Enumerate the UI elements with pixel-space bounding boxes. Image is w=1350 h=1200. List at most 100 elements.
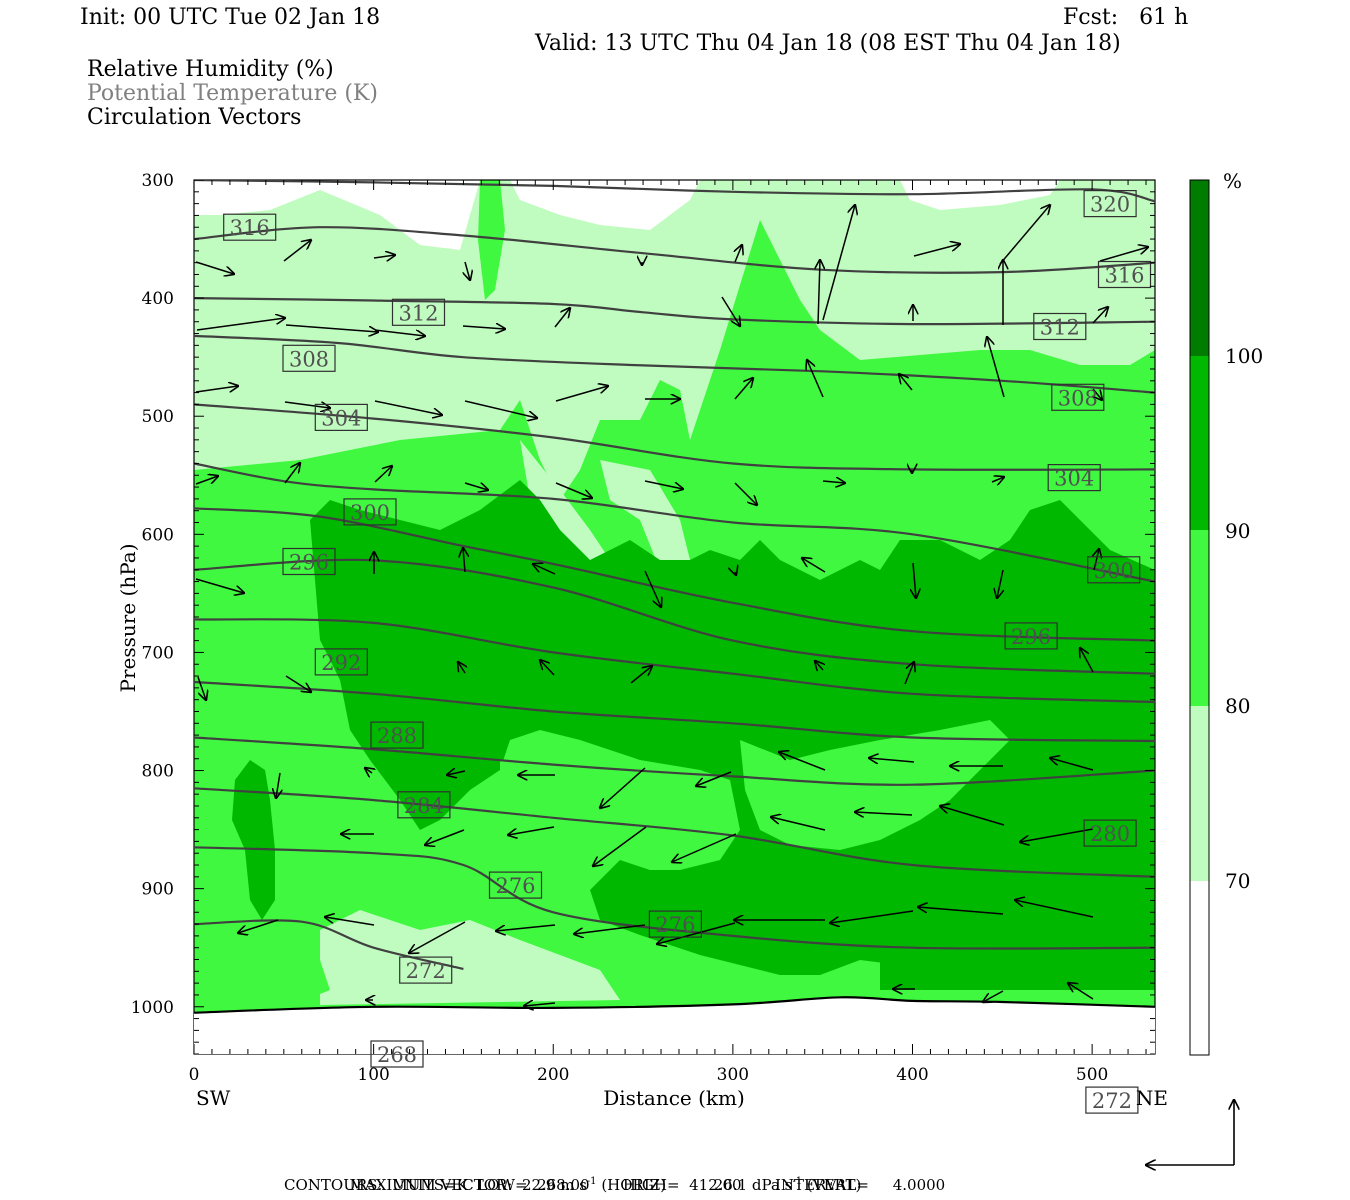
svg-text:312: 312 <box>1040 316 1080 340</box>
svg-text:284: 284 <box>404 794 444 818</box>
vert-unit: (VERT) <box>806 1176 862 1194</box>
circulation-vector <box>1068 983 1094 1000</box>
y-tick-label: 300 <box>142 171 174 191</box>
init-time: Init: 00 UTC Tue 02 Jan 18 <box>80 5 381 30</box>
circulation-vector <box>554 308 570 328</box>
circulation-vector <box>276 772 280 798</box>
circulation-vector <box>285 324 378 332</box>
theta-label-272: 272 <box>1085 1086 1139 1114</box>
circulation-vector <box>822 205 855 321</box>
theta-contour-272 <box>194 846 1155 950</box>
theta-label-308: 308 <box>282 344 336 372</box>
x-right-label: NE <box>1136 1086 1168 1110</box>
circulation-vector <box>987 337 1005 398</box>
circulation-vector <box>533 564 556 575</box>
circulation-vector <box>1050 758 1094 771</box>
circulation-vector <box>991 477 1004 482</box>
svg-text:276: 276 <box>495 874 535 898</box>
circulation-vector <box>508 826 555 835</box>
circulation-vector <box>815 661 823 670</box>
circulation-vector <box>373 255 395 258</box>
y-tick-label: 400 <box>142 289 174 309</box>
y-tick-label: 900 <box>142 880 174 900</box>
circulation-vector <box>462 326 505 329</box>
circulation-vector <box>325 917 375 926</box>
x-tick-label: 300 <box>717 1065 749 1085</box>
circulation-vector <box>409 921 466 953</box>
legend-rh-title: Relative Humidity (%) <box>87 57 334 82</box>
colorbar-70-80 <box>1190 706 1209 881</box>
circulation-vector <box>999 205 1050 265</box>
circulation-vector <box>1093 388 1102 400</box>
y-tick-label: 800 <box>142 762 174 782</box>
theta-label-300: 300 <box>343 498 397 526</box>
vert-value: 26.1 dPa s <box>713 1176 793 1194</box>
circulation-vector <box>830 910 914 923</box>
legend-vectors-title: Circulation Vectors <box>87 105 302 130</box>
circulation-vector <box>238 919 279 933</box>
legend-theta-title: Potential Temperature (K) <box>87 81 378 106</box>
theta-contour-276 <box>194 787 1155 878</box>
rh-90-lower-right <box>880 830 1155 990</box>
circulation-vectors <box>195 205 1148 1006</box>
theta-label-304: 304 <box>1047 464 1101 492</box>
circulation-vector <box>195 386 238 393</box>
theta-labels: 316 320 316 312 312 308 308 304 304 300 300 296 296 2… <box>223 190 1152 1114</box>
y-tick-label: 600 <box>142 525 174 545</box>
circulation-vector <box>374 400 442 415</box>
theta-label-296: 296 <box>282 547 336 576</box>
circulation-vector <box>918 907 1004 915</box>
theta-contour-312 <box>194 297 1155 326</box>
theta-contour-268 <box>194 919 464 971</box>
circulation-vector <box>600 767 646 808</box>
theta-label-292: 292 <box>314 648 368 676</box>
circulation-vector <box>630 666 652 684</box>
colorbar-label-100: 100 <box>1225 344 1263 368</box>
circulation-vector <box>1015 900 1094 918</box>
circulation-vector <box>374 466 392 483</box>
axes: 0 100 200 300 400 500 300 400 500 600 700 800 900 100… <box>131 171 1155 1085</box>
circulation-vector <box>464 400 537 418</box>
forecast-hour: Fcst: 61 h <box>1063 5 1189 30</box>
terrain-surface-line <box>194 996 1155 1014</box>
svg-text:300: 300 <box>350 501 390 525</box>
circulation-vector <box>721 296 740 326</box>
colorbar-90-100 <box>1190 356 1209 530</box>
circulation-vector <box>735 245 742 263</box>
x-tick-label: 500 <box>1076 1065 1108 1085</box>
circulation-vector <box>1092 307 1108 324</box>
circulation-vector <box>464 483 488 490</box>
circulation-vector <box>555 386 608 402</box>
circulation-vector <box>284 401 330 408</box>
rh-80-bottom-left <box>194 940 330 1005</box>
x-tick-label: 0 <box>189 1065 200 1085</box>
svg-text:272: 272 <box>1092 1089 1132 1113</box>
rh-90-main <box>310 480 1155 975</box>
theta-label-284: 284 <box>397 791 451 819</box>
svg-text:304: 304 <box>1054 467 1094 491</box>
footer-max-vector: MAXIMUM VECTOR: 22.9 m s-1 (HORIZ) 26.1 … <box>340 1158 862 1194</box>
rh-dry-upper-right <box>900 180 1060 210</box>
colorbar-below-70 <box>1190 881 1209 1055</box>
below-ground-fill <box>194 997 1155 1054</box>
circulation-vector <box>644 570 661 607</box>
rh-70-bottom <box>320 910 620 1005</box>
svg-text:288: 288 <box>377 724 417 748</box>
circulation-vector <box>555 482 592 498</box>
horiz-unit: (HORIZ) <box>601 1176 667 1194</box>
theta-label-268: 268 <box>370 1040 424 1068</box>
max-vector-label: MAXIMUM VECTOR: <box>349 1176 513 1194</box>
circulation-vector <box>735 572 736 575</box>
svg-text:280: 280 <box>1090 822 1130 846</box>
circulation-vector <box>779 752 826 771</box>
theta-label-288: 288 <box>370 721 424 749</box>
svg-text:316: 316 <box>1104 264 1144 288</box>
theta-label-296: 296 <box>1004 622 1058 650</box>
svg-text:308: 308 <box>289 347 329 371</box>
theta-label-276: 276 <box>648 910 703 938</box>
circulation-vector <box>822 481 845 483</box>
circulation-vector <box>284 463 300 484</box>
rh-70-intrusion-2 <box>600 460 690 570</box>
theta-label-300: 300 <box>1087 556 1141 584</box>
